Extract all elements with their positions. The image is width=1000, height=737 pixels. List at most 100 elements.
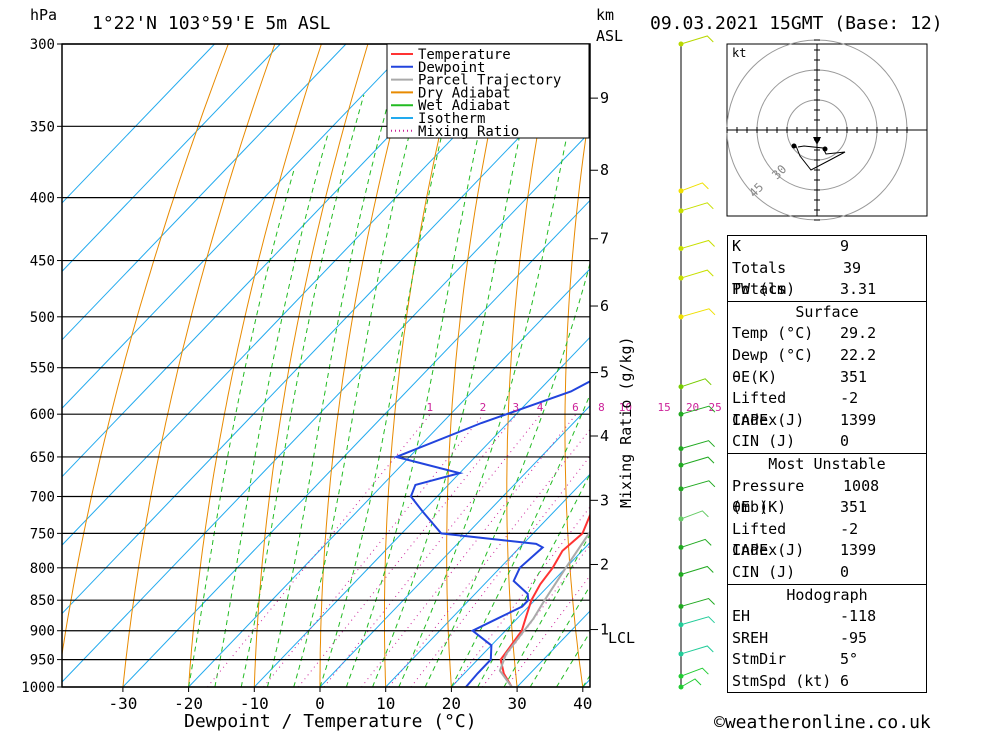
hodograph-index-label: StmDir (732, 650, 787, 669)
most-unstable-row: Lifted Index -2 (728, 519, 926, 560)
wind-barb (680, 378, 712, 388)
lcl-label: LCL (608, 629, 635, 647)
wet-adiabat-line (240, 94, 365, 687)
hodograph-index-row: StmSpd (kt) 6 (728, 671, 926, 693)
legend-box (386, 43, 590, 139)
dry-adiabat-line (122, 44, 276, 687)
hodograph-index-label: SREH (732, 628, 769, 647)
height-tick-label: 4 (600, 427, 609, 445)
isotherm-line (62, 44, 347, 341)
pressure-tick-label: 1000 (21, 680, 55, 696)
height-tick-label: 6 (600, 297, 609, 315)
most-unstable-value: 1008 (843, 476, 880, 495)
dry-adiabat-line (676, 44, 714, 687)
pressure-tick-label: 950 (30, 653, 55, 669)
temp-tick-label: 0 (315, 694, 325, 713)
pressure-tick-label: 550 (30, 361, 55, 377)
legend-entry: Wet Adiabat (418, 98, 511, 114)
wind-barb (680, 269, 714, 279)
most-unstable-label: CIN (J) (732, 562, 796, 581)
pw-row: PW (cm) 3.31 (732, 280, 877, 299)
surface-value: 351 (840, 367, 868, 386)
surface-row: Lifted Index -2 (728, 388, 926, 429)
mixing-ratio-line (388, 428, 590, 687)
wet-adiabat-line (293, 44, 434, 687)
dry-adiabat-line (253, 44, 369, 687)
temp-tick-label: 30 (507, 694, 526, 713)
wet-adiabat-line (424, 261, 590, 687)
wind-barb (680, 405, 716, 415)
temperature-series (499, 513, 590, 687)
wind-barb (680, 645, 714, 655)
wet-adiabat-line (345, 44, 500, 687)
most-unstable-label: θE (K) (732, 498, 787, 517)
mixing-ratio-label: 1 (426, 401, 433, 414)
dry-adiabat-line (62, 44, 229, 658)
hodograph-index-value: 5° (840, 650, 859, 669)
hodograph-index-value: 6 (840, 671, 850, 690)
most-unstable-row: CAPE (J) 1399 (728, 540, 926, 562)
most-unstable-label: Pressure (mb) (732, 476, 805, 517)
dry-adiabat-line (973, 44, 1000, 687)
height-tick-label: 1 (600, 621, 609, 639)
surface-label: Dewp (°C) (732, 345, 814, 364)
mixing-ratio-axis-label: Mixing Ratio (g/kg) (617, 336, 635, 508)
wind-barb (680, 202, 714, 212)
legend-entry: Isotherm (418, 111, 485, 127)
isotherm-line (62, 131, 590, 683)
isotherm-line (62, 44, 478, 478)
height-tick-label: 9 (600, 89, 609, 107)
pressure-tick-label: 750 (30, 526, 55, 542)
hodograph-title: Hodograph (786, 585, 868, 604)
wind-barb (680, 538, 712, 548)
hodograph-point (791, 143, 797, 149)
mixing-ratio-line (361, 413, 577, 687)
surface-value: 1399 (840, 410, 877, 429)
x-axis-label: Dewpoint / Temperature (°C) (184, 711, 477, 732)
credit: ©weatheronline.co.uk (714, 712, 931, 733)
datetime-title: 09.03.2021 15GMT (Base: 12) (650, 13, 943, 34)
surface-value: -2 (840, 389, 859, 408)
isotherm-line (62, 44, 413, 409)
isotherm-line (319, 405, 590, 687)
dewpoint-series (393, 380, 590, 687)
wet-adiabat-line (319, 44, 465, 687)
wind-barb (680, 510, 709, 520)
pressure-tick-label: 900 (30, 624, 55, 640)
pressure-tick-label: 300 (30, 37, 55, 53)
height-tick-label: 3 (600, 491, 609, 509)
hodograph-index-value: -118 (840, 607, 877, 626)
most-unstable-label: Lifted Index (732, 519, 787, 560)
mixing-ratio-label: 10 (619, 401, 632, 414)
parcel-trajectory-series (498, 530, 590, 687)
wind-barb (680, 239, 715, 250)
pressure-unit: hPa (30, 6, 57, 24)
surface-value: 22.2 (840, 345, 877, 364)
wind-barb (680, 456, 715, 466)
wind-barb (680, 440, 715, 450)
isotherm-line (385, 473, 590, 687)
hodograph-point (822, 146, 828, 152)
hodograph-index-label: StmSpd (kt) (732, 671, 832, 690)
wet-adiabat-line (450, 393, 590, 687)
pressure-tick-label: 850 (30, 593, 55, 609)
wind-barb (680, 565, 714, 575)
mixing-ratio-label: 4 (537, 401, 544, 414)
surface-value: 29.2 (840, 324, 877, 343)
pressure-tick-label: 500 (30, 310, 55, 326)
surface-label: Temp (°C) (732, 324, 814, 343)
hodograph-section: Hodograph EH -118 SREH -95 StmDir 5° StmSpd (k… (728, 583, 926, 693)
height-tick-label: 2 (600, 555, 609, 573)
most-unstable-title: Most Unstable (768, 454, 886, 473)
mixing-ratio-label: 2 (480, 401, 487, 414)
height-tick-label: 7 (600, 230, 609, 248)
temp-tick-label: 10 (376, 694, 395, 713)
isotherm-line (62, 62, 590, 615)
surface-label: CAPE (J) (732, 410, 805, 429)
pressure-tick-label: 350 (30, 119, 55, 135)
most-unstable-value: -2 (840, 519, 859, 538)
